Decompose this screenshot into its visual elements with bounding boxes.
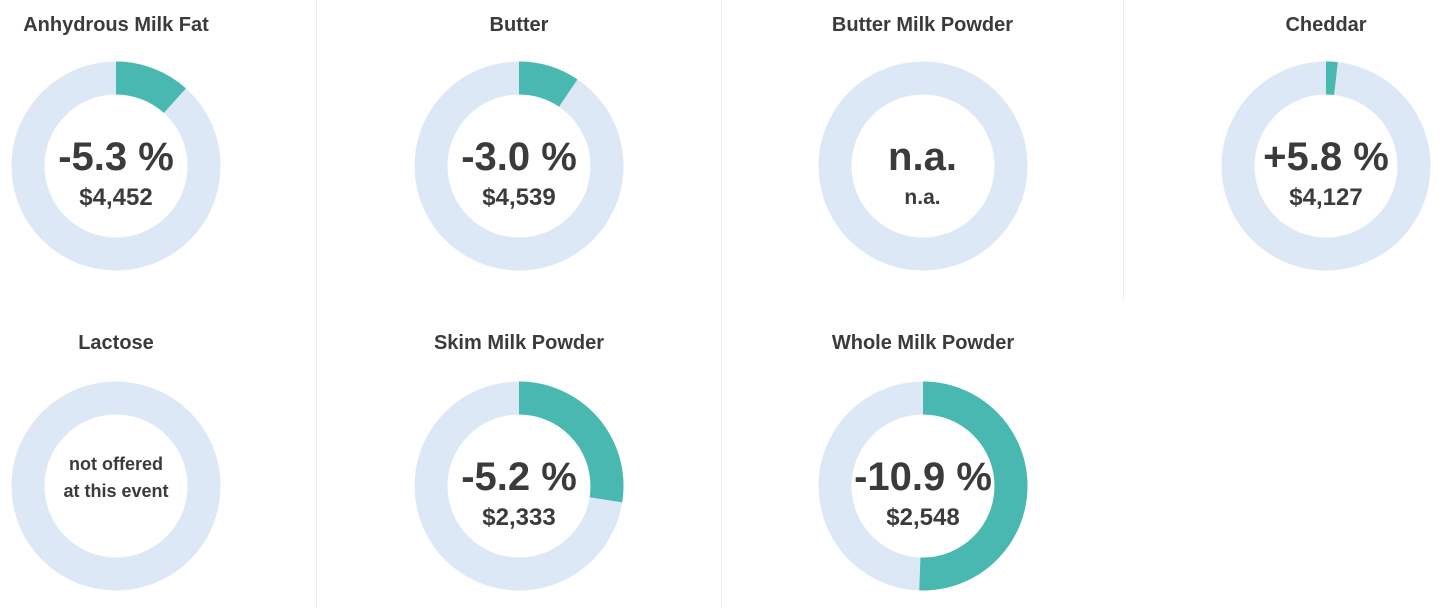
donut-chart: n.a. n.a. <box>817 60 1029 272</box>
donut-ring-arc <box>11 61 221 271</box>
chart-title: Whole Milk Powder <box>831 332 1015 354</box>
chart-card-anhydrous-milk-fat: Anhydrous Milk Fat -5.3 % $4,452 <box>0 0 317 300</box>
donut-chart: -10.9 % $2,548 <box>817 380 1029 592</box>
donut-ring-arc <box>414 381 624 591</box>
donut-svg <box>414 61 624 271</box>
donut-chart: -5.3 % $4,452 <box>10 60 222 272</box>
chart-card-butter: Butter -3.0 % $4,539 <box>317 0 722 300</box>
donut-ring-background <box>1221 61 1431 271</box>
chart-card-cheddar: Cheddar +5.8 % $4,127 <box>1124 0 1450 300</box>
donut-ring-background <box>414 61 624 271</box>
donut-ring-background <box>11 381 221 591</box>
grid-row-2: Lactose not offered at this event Skim M… <box>0 300 1450 608</box>
donut-svg <box>818 61 1027 271</box>
chart-card-lactose: Lactose not offered at this event <box>0 300 317 608</box>
grid-row-1: Anhydrous Milk Fat -5.3 % $4,452 Butter <box>0 0 1450 300</box>
chart-title: Cheddar <box>1285 14 1367 36</box>
chart-title: Lactose <box>78 332 154 354</box>
donut-svg <box>11 61 221 271</box>
donut-svg <box>1221 61 1431 271</box>
donut-ring-arc <box>414 61 624 271</box>
chart-title: Skim Milk Powder <box>433 332 605 354</box>
donut-ring-arc <box>818 381 1028 591</box>
donut-chart: -3.0 % $4,539 <box>413 60 625 272</box>
donut-chart: not offered at this event <box>10 380 222 592</box>
donut-svg <box>11 381 221 591</box>
chart-card-skim-milk-powder: Skim Milk Powder -5.2 % $2,333 <box>317 300 722 608</box>
chart-title: Anhydrous Milk Fat <box>23 14 209 36</box>
donut-ring-arc <box>1221 61 1431 271</box>
donut-chart: +5.8 % $4,127 <box>1220 60 1432 272</box>
donut-ring-background <box>11 61 221 271</box>
donut-chart: -5.2 % $2,333 <box>413 380 625 592</box>
chart-title: Butter <box>489 14 549 36</box>
chart-title: Butter Milk Powder <box>831 14 1014 36</box>
donut-svg <box>818 381 1028 591</box>
donut-svg <box>414 381 624 591</box>
chart-card-whole-milk-powder: Whole Milk Powder -10.9 % $2,548 <box>722 300 1124 608</box>
empty-grid-cell <box>1124 300 1450 608</box>
donut-ring-background <box>818 61 1027 271</box>
chart-card-butter-milk-powder: Butter Milk Powder n.a. n.a. <box>722 0 1124 300</box>
